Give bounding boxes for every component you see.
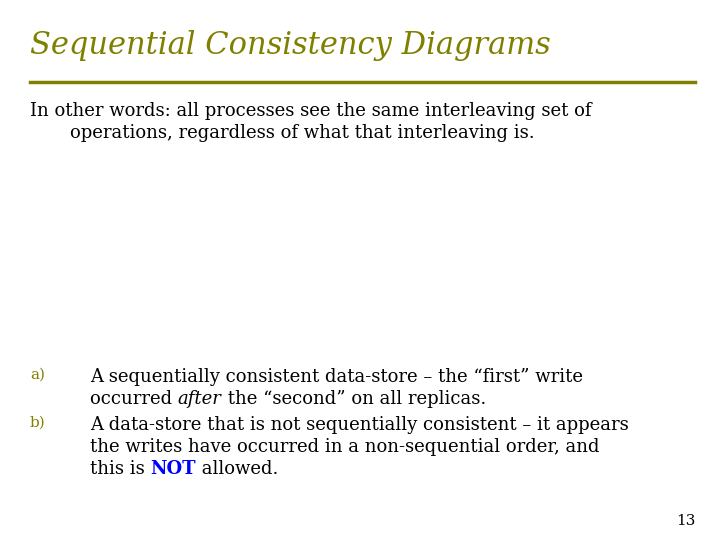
Text: operations, regardless of what that interleaving is.: operations, regardless of what that inte… bbox=[70, 124, 535, 142]
Text: A data-store that is not sequentially consistent – it appears: A data-store that is not sequentially co… bbox=[90, 416, 629, 434]
Text: after: after bbox=[178, 390, 222, 408]
Text: 13: 13 bbox=[675, 514, 695, 528]
Text: a): a) bbox=[30, 368, 45, 382]
Text: the “second” on all replicas.: the “second” on all replicas. bbox=[222, 390, 486, 408]
Text: b): b) bbox=[30, 416, 46, 430]
Text: A sequentially consistent data-store – the “first” write: A sequentially consistent data-store – t… bbox=[90, 368, 583, 386]
Text: allowed.: allowed. bbox=[196, 460, 279, 478]
Text: this is: this is bbox=[90, 460, 150, 478]
Text: In other words: all processes see the same interleaving set of: In other words: all processes see the sa… bbox=[30, 102, 592, 120]
Text: occurred: occurred bbox=[90, 390, 178, 408]
Text: Sequential Consistency Diagrams: Sequential Consistency Diagrams bbox=[30, 30, 551, 61]
Text: NOT: NOT bbox=[150, 460, 196, 478]
Text: the writes have occurred in a non-sequential order, and: the writes have occurred in a non-sequen… bbox=[90, 438, 600, 456]
